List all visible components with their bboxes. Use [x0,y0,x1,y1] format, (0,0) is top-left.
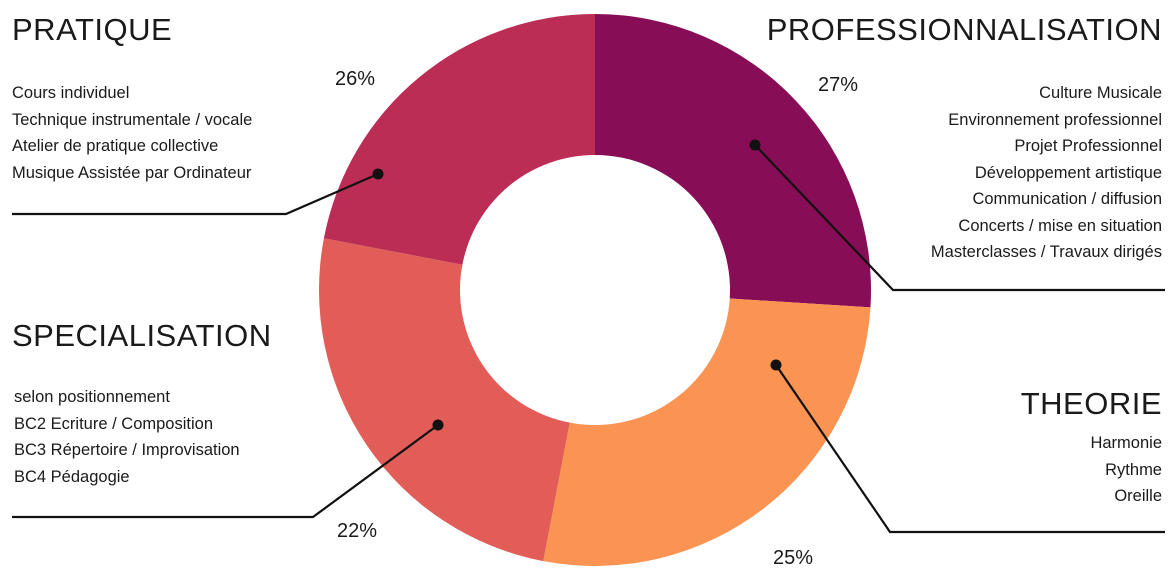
donut-slice-theorie [319,238,570,562]
list-item: Technique instrumentale / vocale [12,110,253,129]
donut-slice-specialisation [323,14,595,265]
leader-line-specialisation [12,424,439,519]
donut-slice-pratique [595,14,871,308]
category-title-theorie: THEORIE [1020,386,1162,421]
list-item: Masterclasses / Travaux dirigés [930,243,1162,261]
leader-line-professionnalisation [754,144,1165,292]
category-items-pratique: Cours individuel Technique instrumentale… [12,80,252,186]
category-items-theorie: Harmonie Rythme Oreille [1090,430,1162,510]
list-item: BC3 Répertoire / Improvisation [14,441,240,459]
category-title-specialisation: SPECIALISATION [12,318,272,353]
list-item: Harmonie [1090,434,1162,452]
list-item: BC4 Pédagogie [14,467,130,486]
leader-line-pratique [12,172,379,216]
leader-line-theorie [775,364,1165,534]
list-item: Développement artistique [974,163,1162,182]
category-items-professionnalisation: Culture Musicale Environnement professio… [931,80,1162,266]
category-items-specialisation: selon positionnement BC2 Ecriture / Comp… [14,384,240,490]
list-item: selon positionnement [14,388,170,406]
category-title-pratique: PRATIQUE [12,12,173,47]
slice-label-theorie: 25% [773,547,814,569]
list-item: Concerts / mise en situation [958,216,1162,235]
list-item: BC2 Ecriture / Composition [14,414,213,433]
slice-label-professionnalisation: 27% [818,74,859,96]
leader-dot-theorie [770,359,782,371]
slice-label-pratique: 26% [335,68,376,90]
slice-label-specialisation: 22% [337,520,378,542]
list-item: Culture Musicale [1039,84,1162,102]
leader-dot-specialisation [432,419,444,431]
list-item: Oreille [1114,487,1162,505]
list-item: Rythme [1105,460,1162,479]
list-item: Environnement professionnel [948,110,1162,129]
list-item: Communication / diffusion [972,190,1162,208]
list-item: Atelier de pratique collective [12,137,219,155]
list-item: Cours individuel [12,84,130,102]
list-item: Projet Professionnel [1014,137,1162,155]
category-title-professionnalisation: PROFESSIONNALISATION [766,12,1162,47]
list-item: Musique Assistée par Ordinateur [12,163,252,182]
donut-slice-professionnalisation [543,298,871,566]
leader-dot-pratique [372,168,384,180]
leader-dot-professionnalisation [749,139,761,151]
